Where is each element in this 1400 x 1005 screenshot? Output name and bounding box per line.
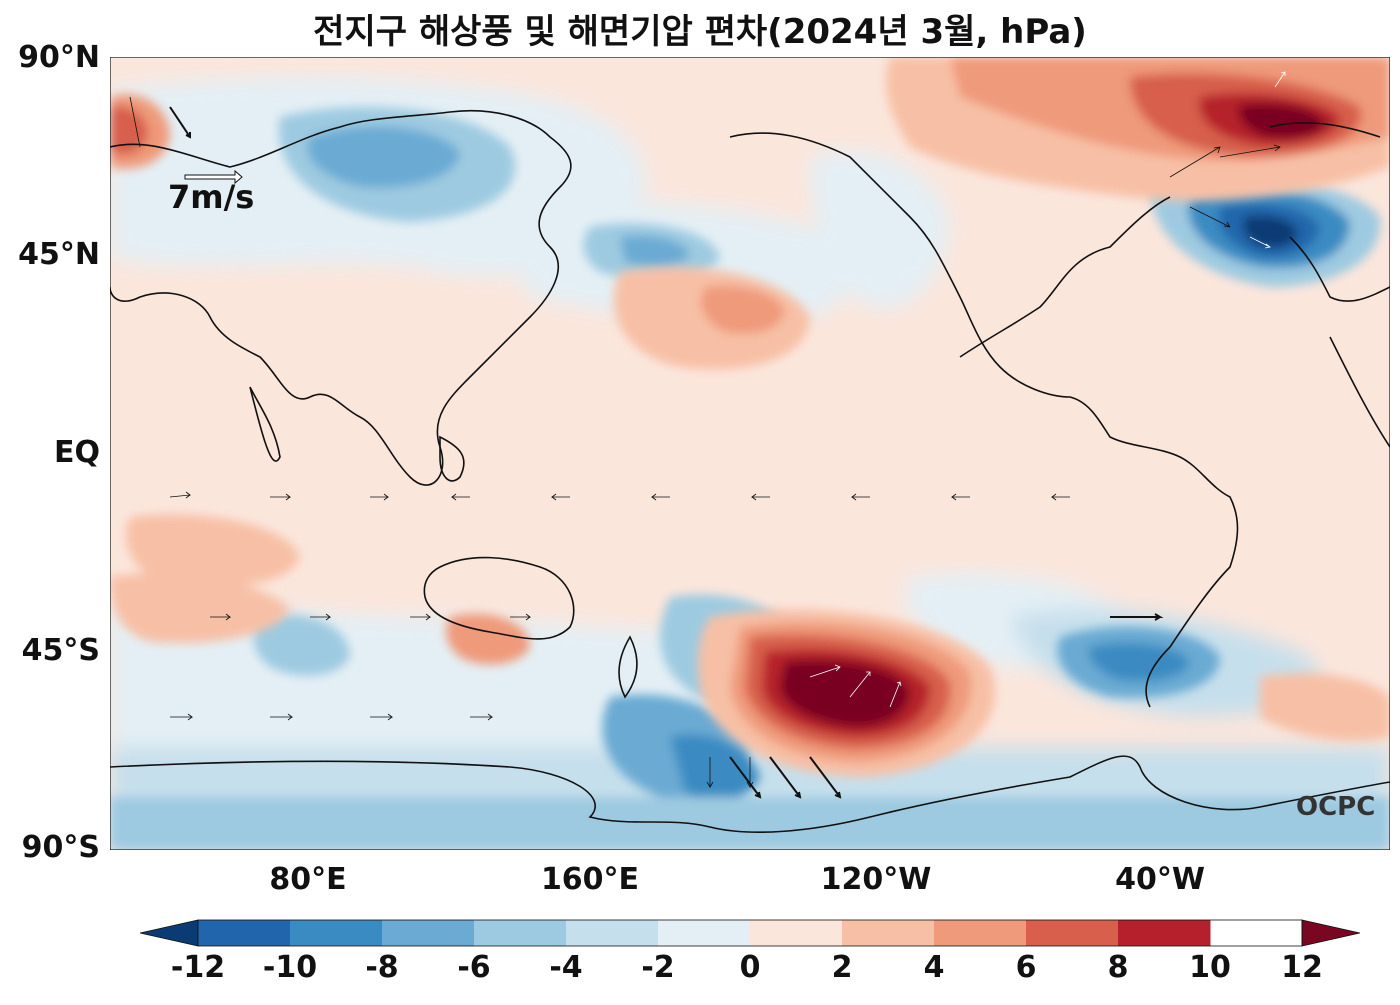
colorbar-tick-label: -12 xyxy=(170,950,226,985)
reference-vector-arrow xyxy=(184,169,243,185)
colorbar-bin xyxy=(934,920,1027,946)
colorbar-tick-label: 2 xyxy=(831,950,853,985)
colorbar xyxy=(140,919,1360,947)
lon-label-80e: 80°E xyxy=(269,862,347,897)
watermark-ocpc: OCPC xyxy=(1296,792,1376,822)
reference-vector-label: 7m/s xyxy=(168,178,255,216)
colorbar-tick-label: -6 xyxy=(457,950,491,985)
colorbar-bin xyxy=(474,920,567,946)
wind-vectors xyxy=(129,71,1286,799)
colorbar-bin xyxy=(382,920,475,946)
page-title: 전지구 해상풍 및 해면기압 편차(2024년 3월, hPa) xyxy=(313,12,1087,52)
lat-label-eq: EQ xyxy=(54,435,100,470)
colorbar-tick-label: 8 xyxy=(1107,950,1129,985)
colorbar-bin xyxy=(1118,920,1211,946)
anomaly-map xyxy=(110,57,1390,850)
lon-label-40w: 40°W xyxy=(1115,862,1205,897)
colorbar-extend-min xyxy=(140,919,199,947)
colorbar-tick-label: 10 xyxy=(1189,950,1231,985)
lat-label-45n: 45°N xyxy=(18,237,100,272)
colorbar-bin xyxy=(198,920,291,946)
colorbar-tick-label: 4 xyxy=(923,950,945,985)
colorbar-bin xyxy=(658,920,751,946)
colorbar-bin xyxy=(566,920,659,946)
lon-label-120w: 120°W xyxy=(820,862,932,897)
lat-label-90n: 90°N xyxy=(18,40,100,75)
coastlines xyxy=(110,109,1390,833)
colorbar-tick-label: -2 xyxy=(641,950,675,985)
colorbar-tick-label: -10 xyxy=(262,950,318,985)
colorbar-tick-label: -8 xyxy=(365,950,399,985)
lat-label-45s: 45°S xyxy=(21,633,100,668)
colorbar-bin xyxy=(290,920,383,946)
colorbar-tick-label: -4 xyxy=(549,950,583,985)
colorbar-tick-label: 12 xyxy=(1281,950,1323,985)
lat-label-90s: 90°S xyxy=(21,830,100,865)
colorbar-bin xyxy=(842,920,935,946)
colorbar-bin xyxy=(1026,920,1119,946)
lon-label-160e: 160°E xyxy=(540,862,640,897)
positive-anomaly xyxy=(110,57,1390,777)
colorbar-tick-label: 6 xyxy=(1015,950,1037,985)
colorbar-bin xyxy=(750,920,843,946)
colorbar-extend-max xyxy=(1301,919,1360,947)
colorbar-tick-label: 0 xyxy=(739,950,761,985)
